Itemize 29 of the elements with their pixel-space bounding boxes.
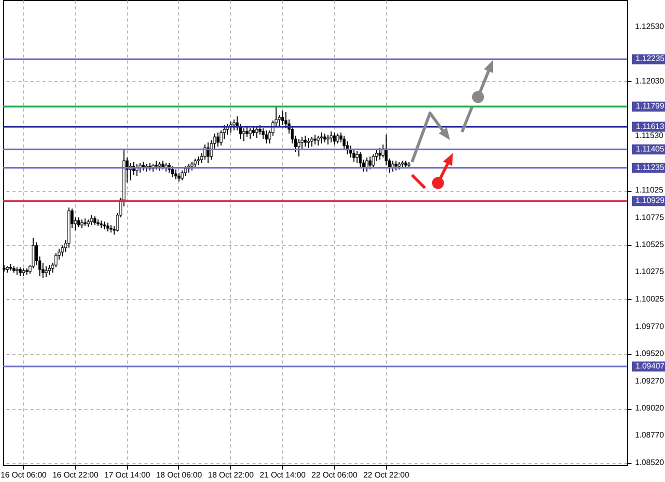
x-tick-label: 16 Oct 22:00 bbox=[52, 470, 99, 480]
ref-line-label: 1.12235 bbox=[636, 54, 665, 64]
ref-line-label: 1.09407 bbox=[636, 361, 665, 370]
ref-line-label: 1.10929 bbox=[636, 196, 665, 206]
x-tick-label: 21 Oct 14:00 bbox=[260, 470, 306, 480]
ref-line-label: 1.11613 bbox=[636, 122, 665, 131]
x-tick-label: 18 Oct 06:00 bbox=[156, 470, 202, 480]
x-tick-label: 17 Oct 14:00 bbox=[104, 470, 151, 480]
y-tick-label: 1.10775 bbox=[635, 212, 664, 222]
ref-line-label: 1.11235 bbox=[636, 162, 665, 172]
x-tick-label: 16 Oct 06:00 bbox=[0, 470, 48, 480]
y-tick-label: 1.10275 bbox=[635, 267, 664, 276]
ref-line-label: 1.11405 bbox=[636, 144, 665, 154]
y-tick-label: 1.11025 bbox=[635, 186, 664, 195]
x-tick-label: 22 Oct 06:00 bbox=[312, 470, 358, 480]
y-tick-label: 1.12530 bbox=[635, 22, 664, 32]
ref-line-label: 1.11799 bbox=[636, 102, 665, 111]
x-tick-label: 22 Oct 22:00 bbox=[363, 470, 410, 480]
x-tick-label: 18 Oct 22:00 bbox=[208, 470, 254, 480]
y-tick-label: 1.11530 bbox=[635, 130, 664, 140]
y-tick-label: 1.08520 bbox=[635, 458, 664, 467]
y-tick-label: 1.08770 bbox=[635, 430, 664, 440]
y-tick-label: 1.10025 bbox=[635, 294, 664, 304]
y-tick-label: 1.12030 bbox=[635, 76, 664, 86]
y-tick-label: 1.09270 bbox=[635, 376, 664, 386]
y-tick-label: 1.09020 bbox=[635, 404, 664, 413]
y-tick-label: 1.09770 bbox=[635, 322, 664, 332]
y-tick-label: 1.10525 bbox=[635, 240, 664, 249]
y-tick-label: 1.09520 bbox=[635, 349, 664, 358]
